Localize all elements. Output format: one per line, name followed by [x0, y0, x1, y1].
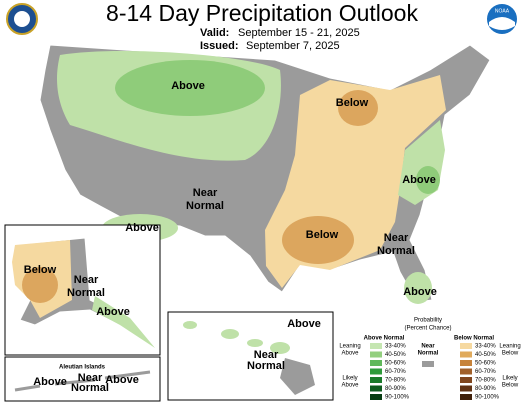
region-label: Above — [125, 222, 159, 234]
legend-heading: Normal — [418, 351, 439, 357]
hawaii-island — [247, 339, 263, 347]
legend-swatch — [460, 360, 472, 366]
region-label: Above — [287, 318, 321, 330]
region-label: Near — [254, 349, 279, 361]
legend-range: 90-100% — [385, 395, 410, 401]
legend-swatch — [370, 343, 382, 349]
legend-swatch — [370, 377, 382, 383]
legend-note: Above — [341, 351, 359, 357]
legend-range: 40-50% — [475, 352, 496, 358]
region-label: Below — [306, 229, 339, 241]
legend-range: 33-40% — [385, 344, 406, 350]
above-core-east — [416, 166, 440, 194]
aleutian-islands — [14, 370, 151, 392]
region-label: Above — [402, 174, 436, 186]
legend-swatch — [460, 351, 472, 358]
region-label: Normal — [377, 245, 415, 257]
region-label: Normal — [186, 200, 224, 212]
legend-range: 70-80% — [385, 378, 406, 384]
legend-note: Above — [341, 383, 359, 389]
legend-swatch — [460, 377, 472, 383]
legend-swatch — [370, 385, 382, 392]
legend-range: 50-60% — [475, 361, 496, 367]
legend-note: Leaning — [339, 344, 360, 350]
hawaii-big-island — [280, 358, 315, 395]
valid: September 15 - 21, 2025 — [238, 27, 360, 39]
hawaii-island — [221, 329, 239, 339]
region-label: Near — [74, 274, 99, 286]
legend-swatch — [422, 361, 434, 367]
legend-swatch — [370, 394, 382, 400]
legend-heading: Above Normal — [364, 336, 405, 342]
legend-swatch — [370, 360, 382, 366]
legend-note: Below — [502, 351, 519, 357]
region-label: Near — [384, 232, 409, 244]
above-core-north — [115, 60, 265, 116]
legend-range: 50-60% — [385, 361, 406, 367]
region-label: Above — [403, 286, 437, 298]
region-label: Above — [96, 306, 130, 318]
legend-range: 90-100% — [475, 395, 500, 401]
region-label: Above — [33, 376, 67, 388]
legend-title: Probability — [414, 318, 442, 324]
legend-range: 70-80% — [475, 378, 496, 384]
region-label: Below — [336, 97, 369, 109]
hawaii-island — [183, 321, 197, 329]
region-label: Normal — [71, 382, 109, 394]
above-region-florida — [404, 272, 432, 304]
legend-range: 80-90% — [385, 386, 406, 392]
noaa-logo-text: NOAA — [495, 8, 510, 14]
hawaii-island — [270, 342, 290, 354]
below-core-michigan — [338, 90, 378, 126]
aleutian-inset — [4, 356, 161, 402]
issued: September 7, 2025 — [246, 40, 340, 52]
legend-note: Below — [502, 383, 519, 389]
legend-swatch — [460, 343, 472, 349]
legend-heading: Near — [421, 344, 435, 350]
issued-label: Issued: — [200, 40, 239, 52]
legend-swatch — [370, 368, 382, 375]
legend-range: 33-40% — [475, 344, 496, 350]
alaska-below-core — [22, 267, 58, 303]
legend-swatch — [370, 351, 382, 358]
region-label: Above — [105, 374, 139, 386]
region-label: Above — [171, 80, 205, 92]
doc-logo-inner — [14, 11, 30, 27]
below-core-south — [282, 216, 354, 264]
region-label: Below — [24, 264, 57, 276]
alaska-above — [92, 296, 155, 348]
region-label: Near — [193, 187, 218, 199]
valid-label: Valid: — [200, 27, 229, 39]
aleutian-title: Aleutian Islands — [59, 365, 106, 371]
legend-note: Leaning — [499, 344, 520, 350]
region-label: Normal — [247, 360, 285, 372]
legend-swatch — [460, 394, 472, 400]
region-label: Near — [78, 372, 103, 384]
title: 8-14 Day Precipitation Outlook — [106, 0, 418, 26]
legend-range: 60-70% — [385, 369, 406, 375]
legend-note: Likely — [502, 376, 517, 382]
legend-heading: Below Normal — [454, 336, 494, 342]
legend-note: Likely — [342, 376, 357, 382]
legend-swatch — [460, 368, 472, 375]
region-label: Normal — [67, 287, 105, 299]
noaa-logo-wave — [489, 17, 515, 30]
legend-swatch — [460, 385, 472, 392]
legend-range: 80-90% — [475, 386, 496, 392]
legend-title: (Percent Chance) — [404, 326, 451, 332]
legend-range: 40-50% — [385, 352, 406, 358]
legend-range: 60-70% — [475, 369, 496, 375]
